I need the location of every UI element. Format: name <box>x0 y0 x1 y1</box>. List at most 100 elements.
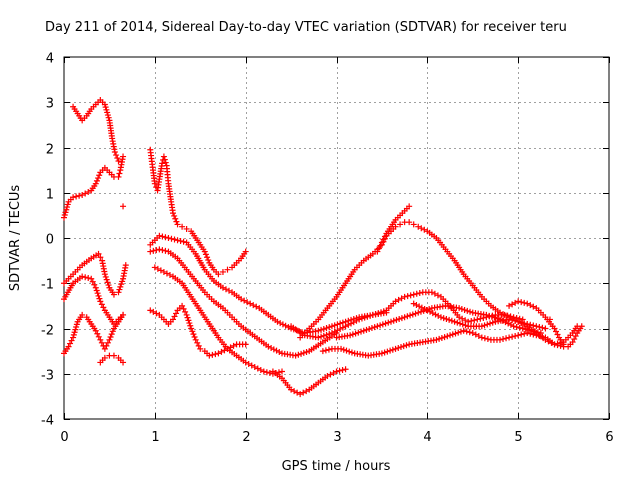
data-point <box>472 331 479 338</box>
data-point <box>270 346 277 353</box>
data-point <box>363 326 370 333</box>
data-point <box>102 104 109 111</box>
data-point <box>433 336 440 343</box>
data-point <box>484 336 491 343</box>
data-point <box>116 286 123 293</box>
data-point <box>242 359 249 366</box>
data-point <box>159 233 166 240</box>
data-point <box>276 349 283 356</box>
data-point <box>242 248 249 255</box>
data-point <box>245 360 252 367</box>
data-point <box>509 333 516 340</box>
data-point <box>101 101 108 108</box>
data-point <box>277 320 284 327</box>
data-point <box>448 317 455 324</box>
data-point <box>578 323 585 330</box>
data-point <box>506 316 513 323</box>
data-point <box>117 283 124 290</box>
data-point <box>285 324 292 331</box>
data-point <box>484 321 491 328</box>
data-point <box>349 331 356 338</box>
data-point <box>153 247 160 254</box>
data-point <box>333 368 340 375</box>
data-point <box>506 334 513 341</box>
data-point <box>215 271 222 278</box>
data-point <box>390 317 397 324</box>
data-point <box>551 325 558 332</box>
data-point <box>339 366 346 373</box>
data-point <box>113 152 120 159</box>
data-point <box>116 170 123 177</box>
y-tick-label: 0 <box>46 233 54 248</box>
data-point <box>435 312 442 319</box>
data-point <box>95 333 102 340</box>
data-point <box>251 363 258 370</box>
data-point <box>400 343 407 350</box>
data-point <box>510 323 517 330</box>
data-point <box>247 300 254 307</box>
data-point <box>395 344 402 351</box>
data-point <box>401 293 408 300</box>
data-point <box>519 325 526 332</box>
x-axis-label: GPS time / hours <box>282 459 391 474</box>
data-point <box>273 347 280 354</box>
data-point <box>325 346 332 353</box>
data-point <box>319 348 326 355</box>
data-point <box>527 321 534 328</box>
data-point <box>438 335 445 342</box>
data-point <box>241 297 248 304</box>
data-point <box>63 206 70 213</box>
data-point <box>530 303 537 310</box>
data-point <box>343 347 350 354</box>
data-point <box>218 348 225 355</box>
data-point <box>119 278 126 285</box>
data-point <box>105 114 112 121</box>
data-point <box>461 306 468 313</box>
series-seg-c-low2 <box>333 302 544 341</box>
data-point <box>282 322 289 329</box>
x-tick-label: 4 <box>423 430 431 445</box>
data-point <box>381 349 388 356</box>
data-point <box>292 352 299 359</box>
data-point <box>486 312 493 319</box>
data-point <box>516 324 523 331</box>
series-seg-d-mid <box>410 300 567 350</box>
data-point <box>477 315 484 322</box>
data-point <box>73 323 80 330</box>
data-point <box>385 319 392 326</box>
data-point <box>530 331 537 338</box>
data-point <box>512 333 519 340</box>
data-point <box>165 235 172 241</box>
data-point <box>527 302 534 309</box>
data-point <box>503 335 510 342</box>
data-point <box>120 359 127 366</box>
series-seg-a-neg2 <box>61 273 127 327</box>
data-point <box>377 242 384 249</box>
data-point <box>501 311 508 318</box>
data-point <box>478 334 485 341</box>
data-point <box>185 317 192 324</box>
data-point <box>380 308 387 315</box>
data-point <box>342 366 349 373</box>
data-point <box>95 250 102 257</box>
data-point <box>393 316 400 323</box>
data-point <box>263 369 270 376</box>
data-point <box>297 391 304 398</box>
data-point <box>76 192 83 199</box>
data-point <box>350 319 357 326</box>
data-point <box>330 369 337 376</box>
data-point <box>303 388 310 395</box>
data-point <box>348 349 355 356</box>
data-point <box>183 225 190 232</box>
data-point <box>64 201 71 208</box>
data-point <box>516 315 523 322</box>
data-point <box>300 389 307 396</box>
data-point <box>512 299 519 306</box>
data-point <box>371 324 378 331</box>
data-point <box>488 313 495 320</box>
data-point <box>336 367 343 374</box>
data-point <box>168 235 175 242</box>
data-point <box>103 106 110 113</box>
data-point <box>521 299 528 306</box>
data-point <box>392 345 399 352</box>
